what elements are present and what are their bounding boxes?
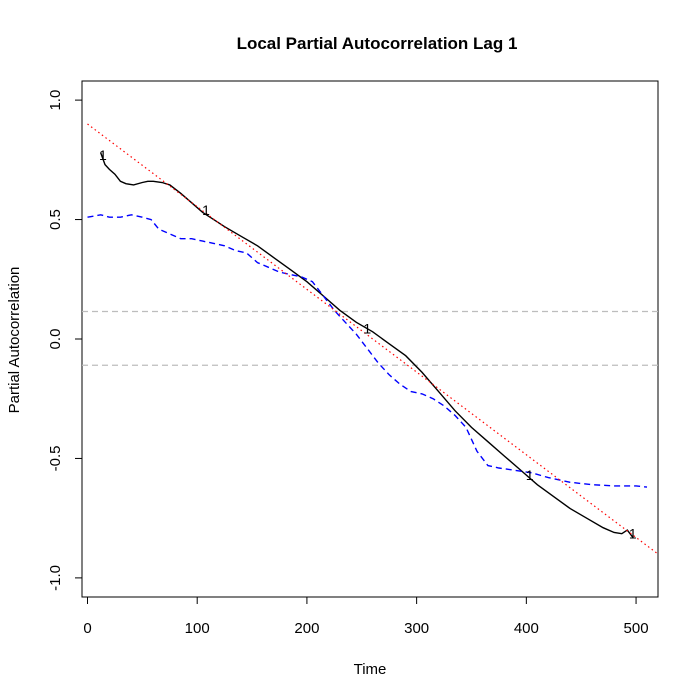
lag-marker: 1 <box>363 320 371 336</box>
series-line-dotted <box>87 123 659 555</box>
y-tick-label: -0.5 <box>47 446 64 472</box>
chart-title: Local Partial Autocorrelation Lag 1 <box>237 34 518 53</box>
series-line-dashed <box>87 214 648 488</box>
series-line-solid <box>100 152 634 538</box>
axes: 0 100 200 300 400 500 -1.0 -0.5 0.0 0.5 1.0 <box>47 90 649 637</box>
x-axis-label: Time <box>354 661 387 678</box>
x-tick-label: 100 <box>185 620 210 637</box>
lag-marker: 1 <box>629 526 637 542</box>
x-tick-label: 200 <box>294 620 319 637</box>
y-axis-label: Partial Autocorrelation <box>6 267 23 414</box>
x-tick-label: 500 <box>624 620 649 637</box>
lag-marker: 1 <box>202 202 210 218</box>
x-tick-label: 0 <box>83 620 91 637</box>
x-tick-label: 300 <box>404 620 429 637</box>
plot-frame <box>81 80 659 598</box>
x-tick-label: 400 <box>514 620 539 637</box>
lag-markers: 1 1 1 1 1 <box>99 147 637 542</box>
confidence-bounds <box>82 310 658 366</box>
y-tick-label: 1.0 <box>47 90 64 111</box>
y-tick-label: -1.0 <box>47 565 64 591</box>
lag-marker: 1 <box>526 467 534 483</box>
y-tick-label: 0.0 <box>47 329 64 350</box>
y-tick-label: 0.5 <box>47 209 64 230</box>
lag-marker: 1 <box>99 147 107 163</box>
series-group <box>87 123 659 555</box>
